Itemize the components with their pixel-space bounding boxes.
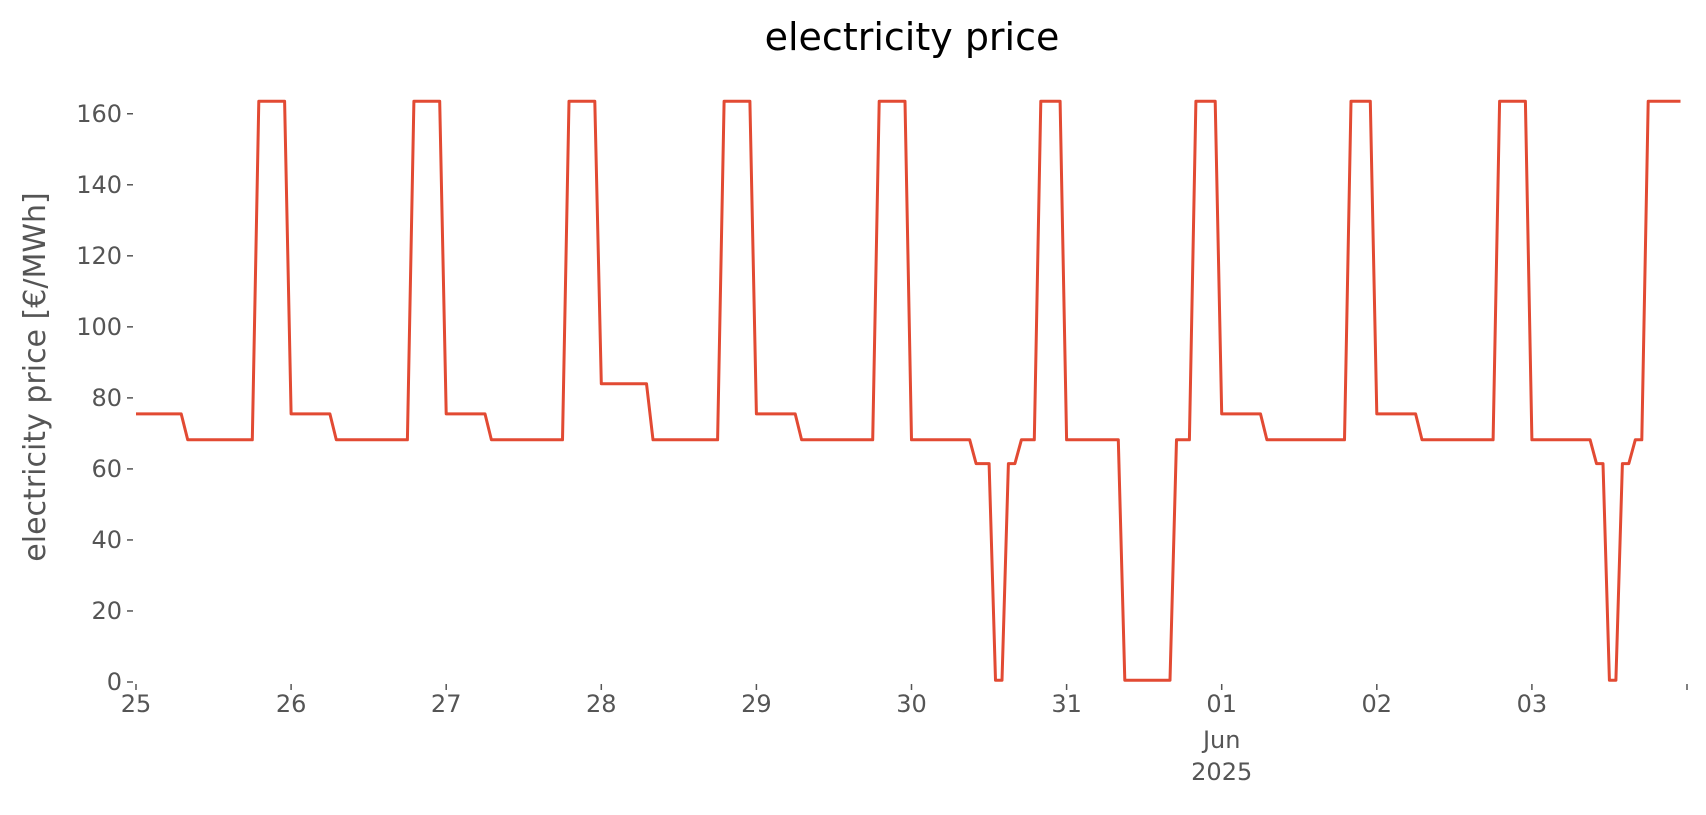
y-tick-label: 40 bbox=[91, 526, 122, 554]
y-tick-label: 80 bbox=[91, 384, 122, 412]
x-axis: 25 26 27 28 29 30 31 01 Jun 2025 02 03 bbox=[121, 684, 1688, 786]
x-tick-label: 03 bbox=[1517, 690, 1548, 718]
y-tick-label: 60 bbox=[91, 455, 122, 483]
x-tick-label: 27 bbox=[431, 690, 462, 718]
x-tick-label: 01 bbox=[1206, 690, 1237, 718]
series-line-electricity-price bbox=[136, 99, 1681, 682]
y-tick-label: 0 bbox=[107, 668, 122, 696]
y-tick-label: 20 bbox=[91, 597, 122, 625]
x-tick-label: 25 bbox=[121, 690, 152, 718]
x-tick-label: 28 bbox=[586, 690, 617, 718]
y-axis: 0 20 40 60 80 100 120 140 160 bbox=[76, 100, 133, 696]
y-tick-label: 100 bbox=[76, 313, 122, 341]
x-tick-month-label: Jun bbox=[1201, 726, 1241, 754]
x-tick-label: 26 bbox=[276, 690, 307, 718]
x-tick-year-label: 2025 bbox=[1191, 758, 1252, 786]
x-tick-label: 31 bbox=[1051, 690, 1082, 718]
x-tick-label: 29 bbox=[741, 690, 772, 718]
y-axis-label: electricity price [€/MWh] bbox=[18, 192, 53, 561]
y-tick-label: 160 bbox=[76, 100, 122, 128]
y-tick-label: 120 bbox=[76, 242, 122, 270]
x-tick-label: 30 bbox=[896, 690, 927, 718]
plot-area bbox=[136, 99, 1681, 682]
x-tick-label: 02 bbox=[1362, 690, 1393, 718]
chart-title: electricity price bbox=[765, 15, 1060, 59]
y-tick-label: 140 bbox=[76, 171, 122, 199]
